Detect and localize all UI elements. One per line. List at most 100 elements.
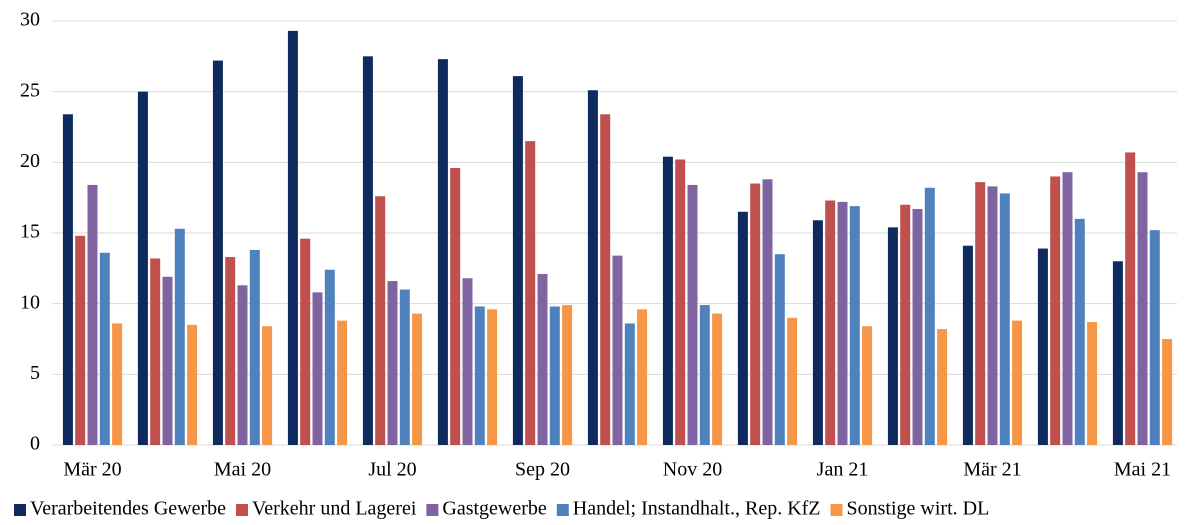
bar: [787, 317, 798, 445]
bar: [962, 245, 973, 445]
bar: [162, 276, 173, 445]
y-tick-label: 25: [20, 79, 40, 101]
bar: [762, 179, 773, 445]
bar: [1050, 176, 1061, 445]
bar: [150, 258, 161, 445]
bar: [525, 141, 536, 445]
bar: [512, 76, 523, 446]
bar: [537, 273, 548, 445]
bar: [375, 196, 386, 445]
bar: [75, 235, 86, 445]
bar: [312, 292, 323, 445]
bar: [712, 313, 723, 445]
bar: [699, 305, 710, 445]
bar: [474, 306, 485, 445]
bar: [1137, 172, 1148, 445]
bar: [1125, 152, 1136, 445]
bar: [924, 187, 935, 446]
bar: [300, 238, 311, 445]
bar: [249, 249, 260, 445]
bar: [450, 167, 461, 445]
bar: [999, 193, 1010, 445]
bar: [212, 60, 223, 445]
bar: [174, 228, 185, 445]
legend-label: Sonstige wirt. DL: [847, 498, 990, 520]
bar: [975, 182, 986, 445]
bar: [99, 252, 110, 445]
bar: [987, 186, 998, 446]
bar: [612, 255, 623, 445]
bar: [362, 56, 373, 445]
bar: [587, 90, 598, 446]
x-tick-label: Nov 20: [663, 459, 722, 481]
x-tick-label: Mai 21: [1114, 459, 1171, 481]
bar: [937, 329, 948, 445]
bar: [262, 326, 273, 445]
bar: [912, 208, 923, 445]
bar: [774, 254, 785, 445]
x-tick-label: Mär 21: [963, 459, 1021, 481]
bar: [687, 184, 698, 446]
x-tick-label: Jul 20: [368, 459, 416, 481]
bar: [112, 323, 123, 445]
y-tick-label: 20: [20, 150, 40, 172]
bar: [549, 306, 560, 445]
legend-swatch: [426, 504, 439, 516]
bar: [812, 220, 823, 445]
bar: [412, 313, 423, 445]
bar: [237, 285, 248, 445]
bar: [562, 305, 573, 445]
x-tick-label: Jan 21: [817, 459, 869, 481]
bar: [837, 201, 848, 445]
bar: [624, 323, 635, 445]
y-tick-label: 15: [20, 221, 40, 243]
bar: [1074, 218, 1085, 445]
bar: [900, 204, 911, 445]
bar: [862, 326, 873, 445]
x-tick-label: Mär 20: [63, 459, 121, 481]
bar: [462, 278, 473, 445]
legend-label: Verkehr und Lagerei: [252, 498, 417, 520]
bar: [324, 269, 335, 445]
bar: [637, 309, 648, 445]
legend-label: Handel; Instandhalt., Rep. KfZ: [573, 498, 821, 520]
bar: [1012, 320, 1023, 445]
bar: [187, 324, 198, 445]
bar: [87, 184, 98, 446]
legend-label: Gastgewerbe: [442, 498, 547, 520]
x-tick-label: Mai 20: [214, 459, 271, 481]
y-tick-label: 0: [30, 433, 40, 455]
bar: [1162, 339, 1173, 445]
bar: [137, 91, 148, 446]
legend-swatch: [556, 504, 569, 516]
bar: [887, 227, 898, 445]
bar: [750, 183, 761, 446]
bar: [287, 30, 298, 445]
bar: [849, 206, 860, 445]
bar: [675, 159, 686, 446]
x-tick-label: Sep 20: [515, 459, 570, 481]
legend-swatch: [236, 504, 249, 516]
bar: [825, 200, 836, 445]
bar: [600, 114, 611, 445]
bar: [487, 309, 498, 445]
bar: [1062, 172, 1073, 445]
bar: [1112, 261, 1123, 445]
bar: [1149, 230, 1160, 445]
bar: [399, 289, 410, 445]
y-tick-label: 5: [30, 362, 40, 384]
bar: [62, 114, 73, 445]
bar: [225, 257, 236, 445]
bar: [437, 59, 448, 445]
bar: [737, 211, 748, 445]
legend-swatch: [830, 504, 843, 516]
legend-label: Verarbeitendes Gewerbe: [30, 498, 226, 520]
bar: [1037, 248, 1048, 445]
legend-swatch: [14, 504, 26, 516]
bar: [387, 281, 398, 445]
bar: [337, 320, 348, 445]
bar: [1087, 322, 1098, 445]
y-tick-label: 30: [20, 9, 40, 31]
bar: [662, 156, 673, 445]
